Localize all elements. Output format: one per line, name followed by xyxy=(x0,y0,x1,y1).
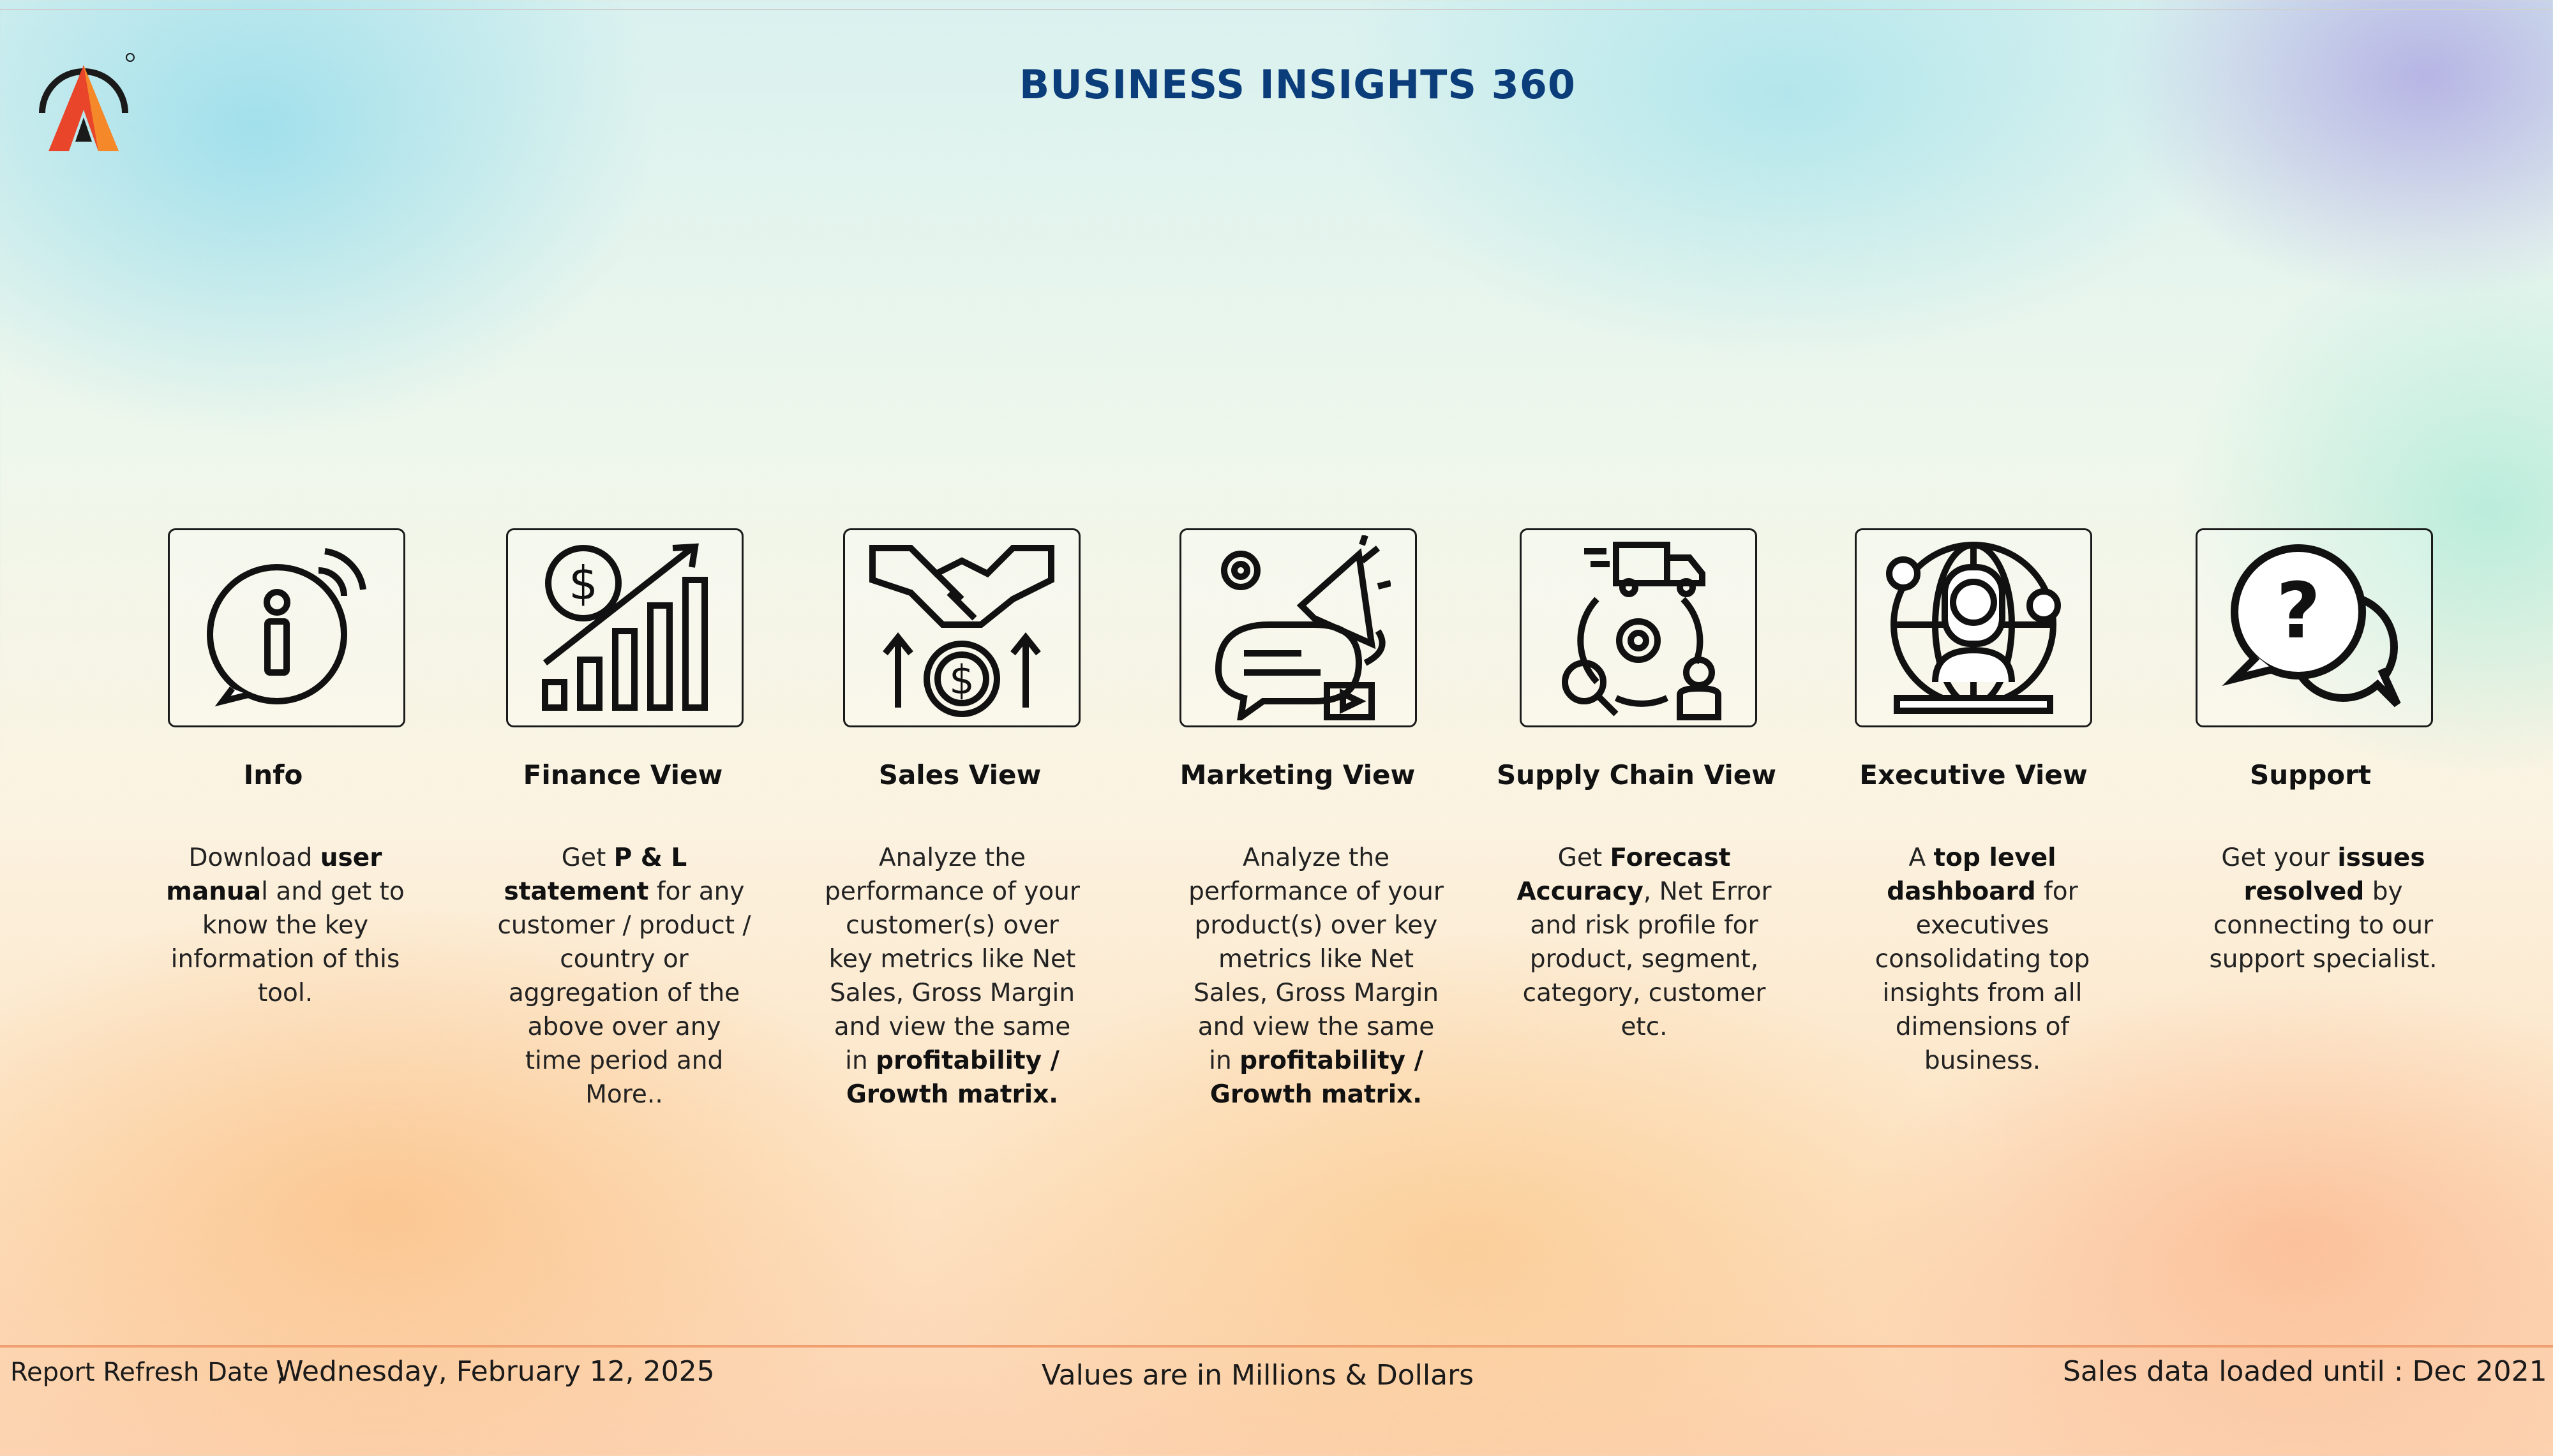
finance-growth-icon: $ xyxy=(542,543,708,711)
supply-chain-view-button[interactable] xyxy=(1520,528,1757,727)
footer-divider xyxy=(0,1345,2553,1348)
sales-heading: Sales View xyxy=(878,759,1042,791)
marketing-heading: Marketing View xyxy=(1179,759,1416,791)
marketing-view-button[interactable] xyxy=(1179,528,1417,727)
info-view-button[interactable] xyxy=(168,528,405,727)
support-chat-icon: ? xyxy=(2222,544,2401,708)
marketing-description: Analyze the performance of your product(… xyxy=(1188,843,1444,1109)
svg-text:$: $ xyxy=(949,657,974,703)
svg-text:$: $ xyxy=(569,556,598,610)
sales-description: Analyze the performance of your customer… xyxy=(825,843,1080,1109)
support-heading: Support xyxy=(2250,759,2371,791)
info-icon xyxy=(207,548,366,707)
handshake-dollar-icon: $ xyxy=(869,545,1054,717)
support-description: Get your issues resolved by connecting t… xyxy=(2209,843,2437,974)
executive-description: A top level dashboard for executives con… xyxy=(1875,843,2090,1075)
units-note: Values are in Millions & Dollars xyxy=(1042,1359,1474,1392)
top-divider xyxy=(0,9,2553,10)
finance-heading: Finance View xyxy=(523,759,723,791)
supply-chain-icon xyxy=(1562,542,1721,720)
info-heading: Info xyxy=(243,759,303,791)
megaphone-icon xyxy=(1215,535,1391,720)
refresh-date-label: Report Refresh Date ; xyxy=(10,1358,285,1387)
executive-icon xyxy=(1886,542,2061,714)
svg-text:?: ? xyxy=(2276,567,2321,656)
refresh-date-value: Wednesday, February 12, 2025 xyxy=(276,1355,715,1388)
finance-view-button[interactable]: $ xyxy=(506,528,744,727)
executive-view-button[interactable] xyxy=(1855,528,2092,727)
sales-view-button[interactable]: $ xyxy=(843,528,1081,727)
supply-chain-description: Get Forecast Accuracy, Net Error and ris… xyxy=(1516,843,1772,1041)
info-description: Download user manual and get to know the… xyxy=(166,843,405,1007)
company-logo xyxy=(39,53,135,151)
executive-heading: Executive View xyxy=(1859,759,2088,791)
page-title: BUSINESS INSIGHTS 360 xyxy=(1019,61,1576,108)
finance-description: Get P & L statement for any customer / p… xyxy=(497,843,751,1109)
data-loaded-note: Sales data loaded until : Dec 2021 xyxy=(2063,1355,2547,1388)
support-view-button[interactable]: ? xyxy=(2196,528,2433,727)
supply-chain-heading: Supply Chain View xyxy=(1496,759,1777,791)
